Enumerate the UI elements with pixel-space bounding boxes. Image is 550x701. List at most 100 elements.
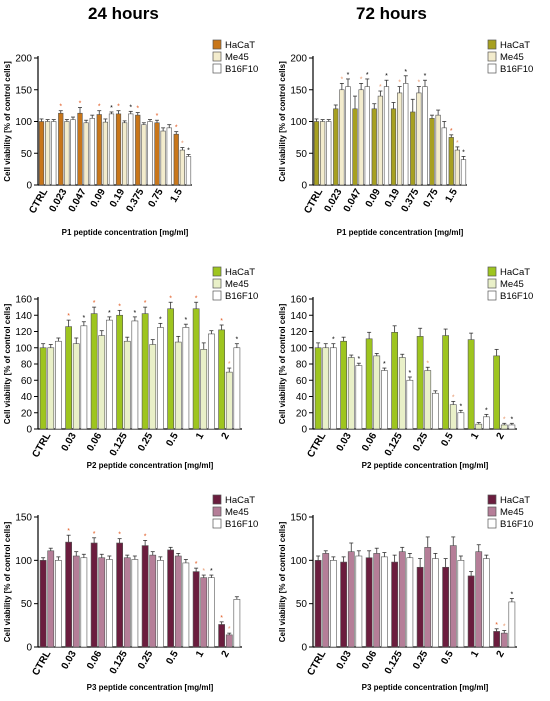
significance-star: * [79, 101, 82, 108]
bar [200, 577, 208, 648]
y-tick-label: 80 [296, 360, 308, 371]
significance-star: * [98, 104, 101, 111]
x-tick-label: CTRL [305, 431, 328, 460]
x-tick-label: CTRL [30, 431, 53, 460]
bar [339, 89, 345, 186]
significance-star: * [511, 591, 514, 598]
x-tick-label: 0.03 [335, 431, 354, 454]
bar [313, 121, 320, 186]
legend-swatch [487, 51, 497, 62]
significance-star: * [83, 315, 86, 322]
legend-label: Me45 [225, 52, 249, 63]
x-tick-label: 1 [469, 431, 482, 442]
bar [218, 624, 225, 648]
x-tick-label: 0.09 [89, 187, 108, 210]
bar [373, 553, 381, 648]
bar [47, 550, 55, 648]
legend-swatch [487, 494, 497, 505]
bar [157, 560, 164, 648]
bar [460, 159, 467, 186]
bar [55, 340, 62, 430]
bar [72, 555, 80, 648]
bar [448, 137, 454, 186]
significance-star: * [358, 356, 361, 363]
bar [424, 370, 432, 430]
bar [330, 347, 337, 430]
y-tick-label: 40 [296, 392, 308, 403]
significance-star: * [360, 76, 363, 83]
bar [347, 551, 355, 648]
bar [77, 112, 83, 186]
bar [467, 575, 475, 648]
significance-star: * [67, 313, 70, 320]
x-tick-label: 0.5 [439, 431, 456, 449]
bar [493, 631, 500, 648]
bar [131, 320, 139, 430]
x-tick-label: 0.06 [85, 649, 104, 672]
y-axis-label: Cell viability [% of control cells] [3, 303, 12, 424]
bar [51, 121, 57, 186]
significance-star: * [185, 317, 188, 324]
bar [345, 86, 351, 186]
significance-star: * [503, 624, 506, 631]
bar [373, 355, 381, 430]
bar [442, 335, 449, 430]
legend-swatch [487, 266, 497, 277]
bar [358, 89, 364, 186]
legend-swatch [212, 278, 222, 289]
significance-star: * [59, 104, 62, 111]
x-tick-label: CTRL [30, 649, 53, 678]
significance-star: * [462, 149, 465, 156]
bar [391, 332, 398, 430]
significance-star: * [452, 394, 455, 401]
bar [116, 542, 123, 648]
bar [483, 416, 490, 430]
bar [174, 555, 182, 648]
x-tick-label: 0.09 [364, 187, 383, 210]
x-axis-label: P1 peptide concentration [mg/ml] [337, 228, 464, 237]
column-title-72h: 72 hours [356, 4, 427, 23]
bar [98, 557, 106, 648]
legend-swatch [212, 266, 222, 277]
legend-label: B16F10 [500, 291, 533, 302]
significance-star: * [456, 140, 459, 147]
bar [508, 424, 516, 430]
bar [500, 632, 508, 648]
x-tick-label: 0.047 [342, 187, 364, 215]
bar [475, 423, 483, 430]
y-tick-label: 160 [15, 295, 32, 306]
significance-star: * [175, 125, 178, 132]
x-tick-label: 0.125 [383, 649, 405, 677]
bar [90, 542, 98, 648]
x-tick-label: 0.06 [360, 649, 379, 672]
bar [442, 566, 449, 648]
legend-label: B16F10 [225, 64, 258, 75]
y-tick-label: 120 [290, 327, 307, 338]
significance-star: * [187, 148, 190, 155]
legend-swatch [212, 506, 222, 517]
bar [128, 113, 134, 186]
bar [435, 114, 441, 186]
significance-star: * [108, 310, 111, 317]
legend-swatch [487, 290, 497, 301]
y-tick-label: 60 [296, 376, 308, 387]
x-tick-label: 2 [495, 431, 508, 442]
bar [500, 424, 508, 430]
bar [135, 114, 141, 186]
y-axis-label: Cell viability [% of control cells] [278, 521, 287, 642]
x-tick-label: 0.25 [411, 649, 430, 672]
bar [116, 314, 123, 430]
bar [192, 308, 200, 430]
bar [90, 313, 98, 430]
legend-swatch [212, 518, 222, 529]
bar [106, 559, 113, 648]
y-tick-label: 160 [290, 295, 307, 306]
significance-star: * [134, 310, 137, 317]
bar [449, 545, 457, 648]
bar [167, 308, 174, 430]
bar [218, 329, 225, 430]
significance-star: * [347, 72, 350, 79]
legend-label: HaCaT [225, 267, 255, 278]
significance-star: * [136, 106, 139, 113]
